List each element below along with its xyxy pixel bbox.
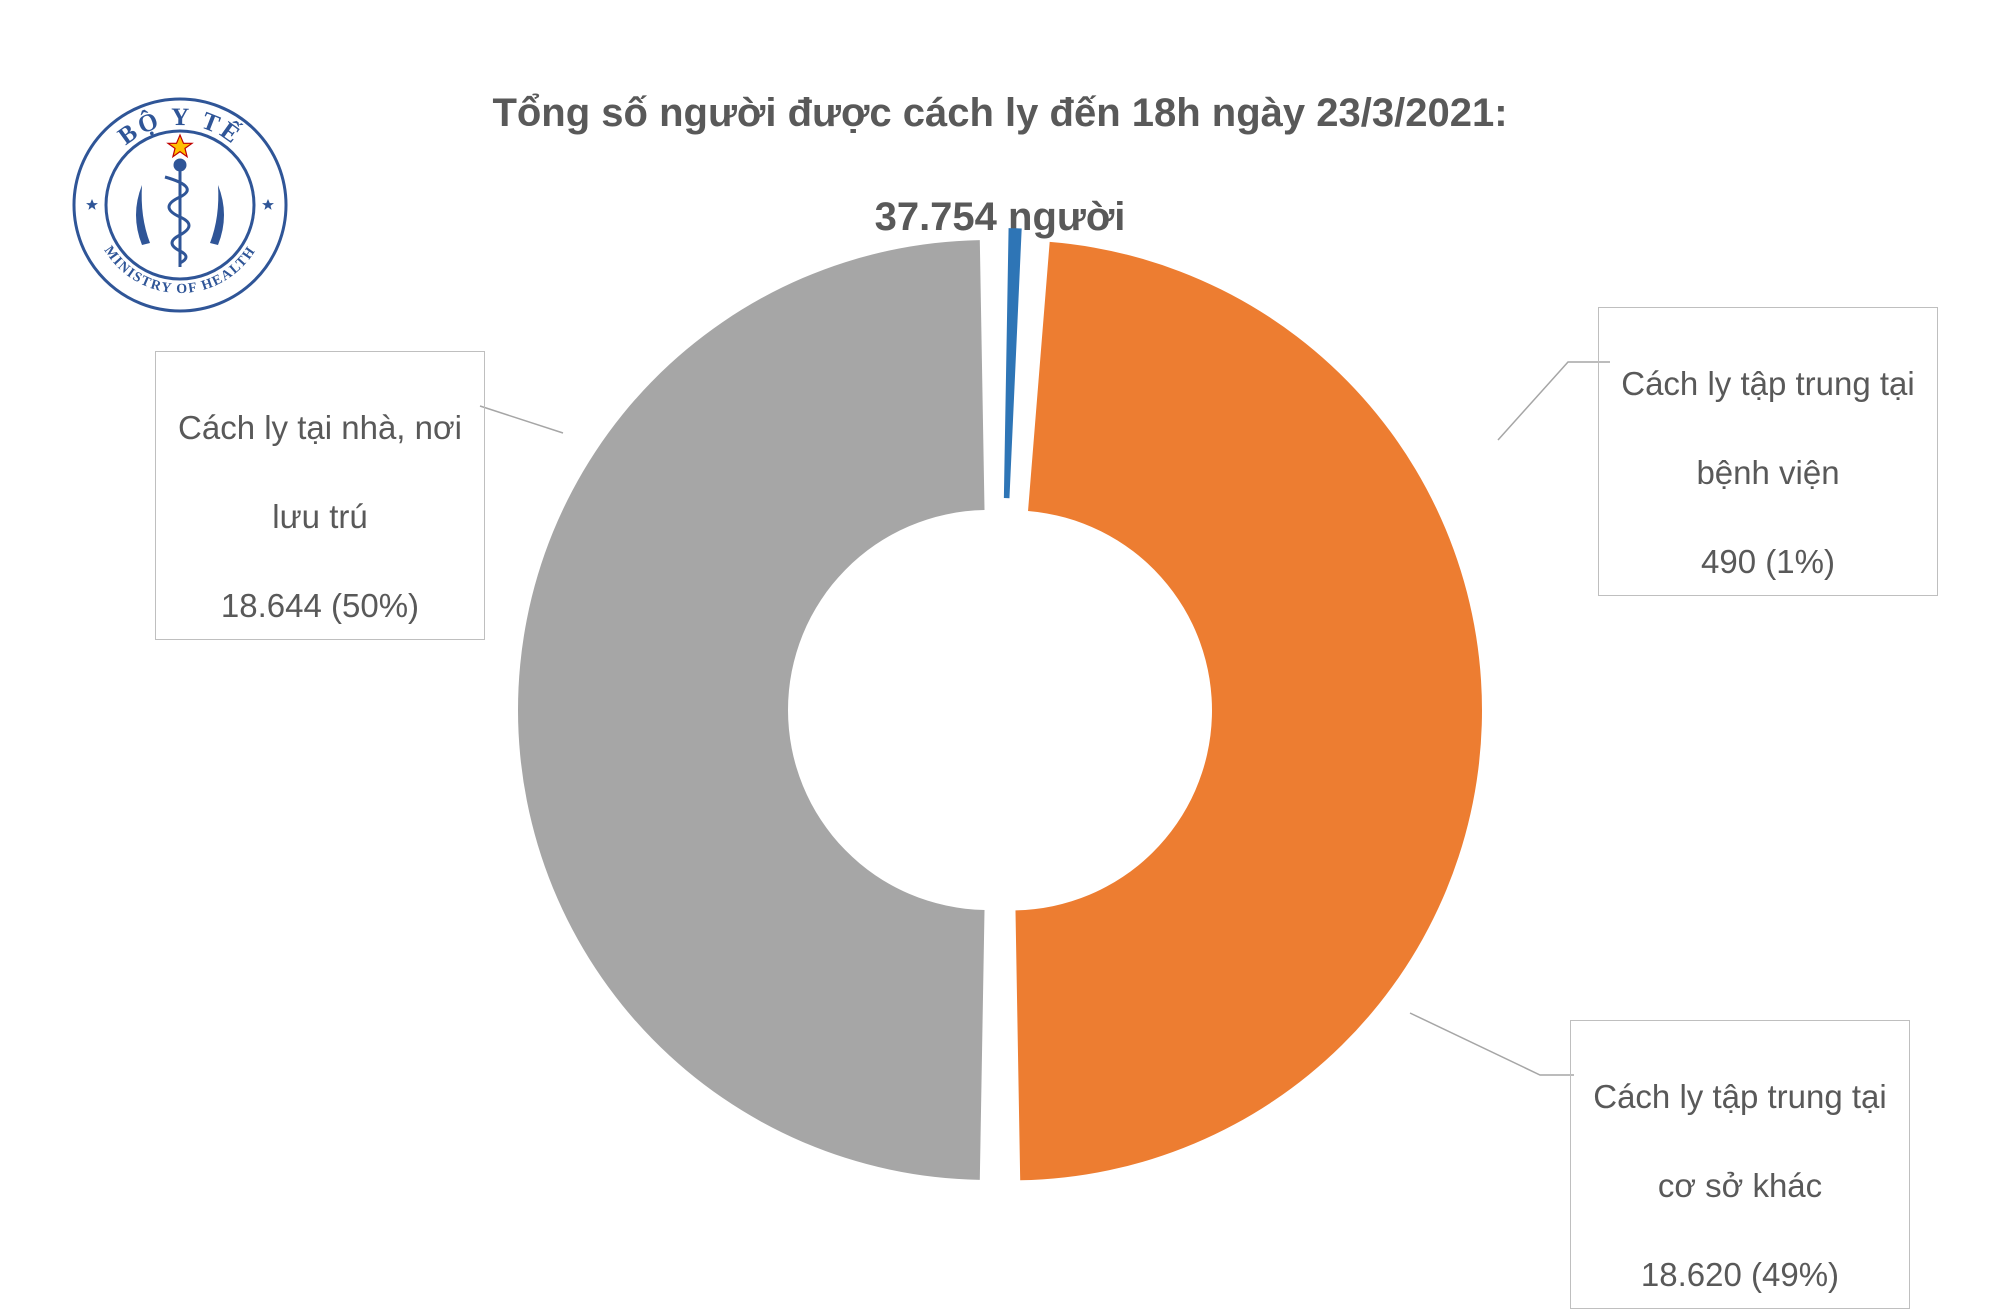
- callout-hospital-box: Cách ly tập trung tại bệnh viện 490 (1%): [1598, 307, 1938, 596]
- callout-text: Cách ly tập trung tại: [1621, 365, 1915, 402]
- callout-text: Cách ly tại nhà, nơi: [178, 409, 462, 446]
- chart-canvas: Tổng số người được cách ly đến 18h ngày …: [0, 0, 2000, 1214]
- donut-slice: [1015, 242, 1482, 1180]
- callout-text: 490 (1%): [1701, 543, 1835, 580]
- callout-text: 18.644 (50%): [221, 587, 419, 624]
- ministry-logo: BỘ Y TẾ MINISTRY OF HEALTH: [70, 95, 290, 320]
- callout-text: Cách ly tập trung tại: [1593, 1078, 1887, 1115]
- donut-svg: [500, 220, 1500, 1220]
- callout-home: Cách ly tại nhà, nơi lưu trú 18.644 (50%…: [120, 306, 520, 640]
- callout-home-box: Cách ly tại nhà, nơi lưu trú 18.644 (50%…: [155, 351, 485, 640]
- callout-other-facility-box: Cách ly tập trung tại cơ sở khác 18.620 …: [1570, 1020, 1910, 1309]
- callout-text: lưu trú: [272, 498, 367, 535]
- donut-chart: [500, 220, 1500, 1220]
- donut-slice: [1004, 228, 1022, 498]
- donut-slice: [518, 240, 985, 1180]
- ministry-logo-svg: BỘ Y TẾ MINISTRY OF HEALTH: [70, 95, 290, 315]
- chart-title: Tổng số người được cách ly đến 18h ngày …: [0, 35, 2000, 243]
- callout-text: bệnh viện: [1696, 454, 1839, 491]
- callout-hospital: Cách ly tập trung tại bệnh viện 490 (1%): [1568, 262, 1968, 596]
- callout-other-facility: Cách ly tập trung tại cơ sở khác 18.620 …: [1540, 975, 1940, 1309]
- callout-text: 18.620 (49%): [1641, 1256, 1839, 1293]
- title-line-1: Tổng số người được cách ly đến 18h ngày …: [492, 91, 1507, 135]
- callout-text: cơ sở khác: [1658, 1167, 1822, 1204]
